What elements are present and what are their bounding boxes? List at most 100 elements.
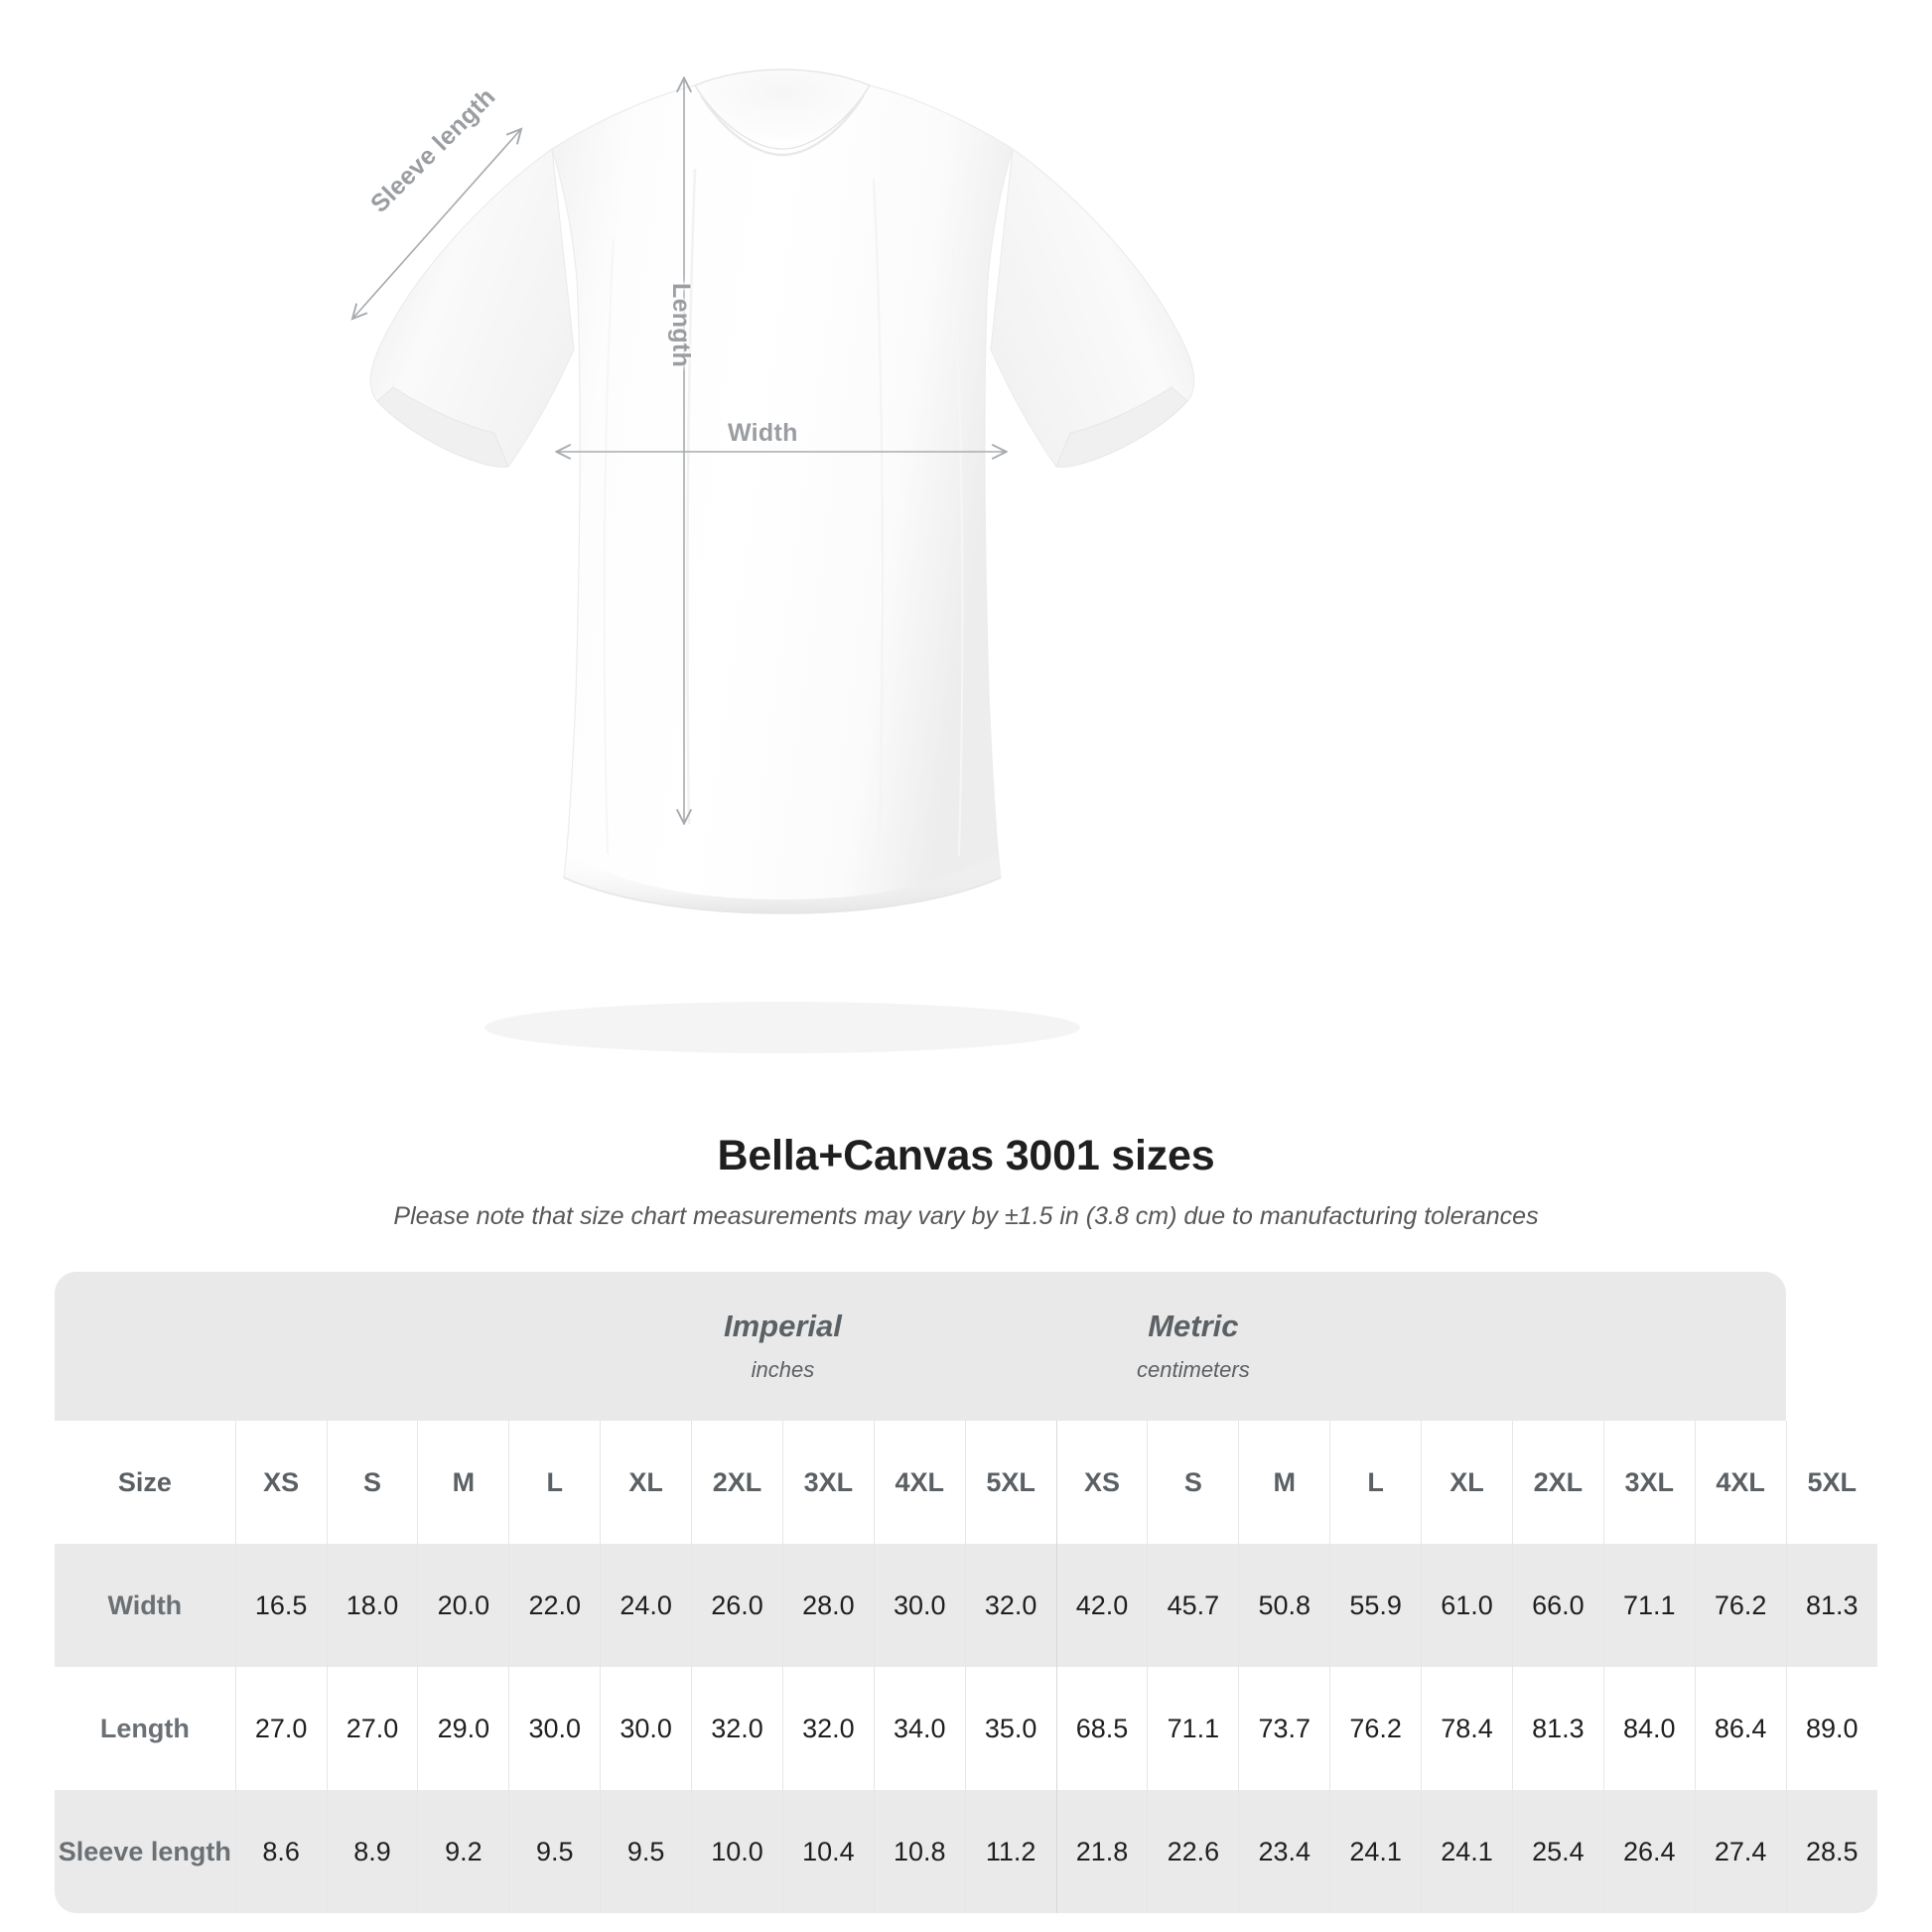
size-header-imperial-xs: XS: [234, 1421, 328, 1544]
cell: 89.0: [1785, 1667, 1877, 1790]
cell-value: 30.0: [620, 1713, 672, 1743]
tshirt-illustration: [369, 69, 1195, 1053]
cell: 81.3: [1511, 1667, 1604, 1790]
cell: 30.0: [873, 1544, 966, 1667]
unit-group-metric-unit: centimeters: [1137, 1357, 1250, 1383]
cell-value: 61.0: [1441, 1589, 1493, 1620]
cell-value: 29.0: [437, 1713, 490, 1743]
cell: 8.6: [234, 1790, 328, 1913]
cell: 8.9: [326, 1790, 418, 1913]
size-label: 3XL: [1624, 1466, 1675, 1497]
cell-value: 24.1: [1349, 1836, 1402, 1866]
cell: 32.0: [781, 1667, 875, 1790]
length-label: Length: [667, 283, 695, 368]
cell-value: 27.0: [254, 1713, 308, 1743]
cell-value: 35.0: [984, 1713, 1037, 1743]
size-header-metric-xs: XS: [1055, 1421, 1148, 1544]
table-row-sleeve-length: Sleeve length 8.6 8.9 9.2 9.5 9.5 10.0 1…: [55, 1790, 1877, 1913]
cell-value: 42.0: [1075, 1589, 1129, 1620]
cell: 22.6: [1147, 1790, 1239, 1913]
size-label: M: [1273, 1466, 1296, 1497]
cell-value: 71.1: [1167, 1713, 1220, 1743]
size-label: S: [1183, 1466, 1202, 1497]
row-label: Sleeve length: [58, 1836, 231, 1866]
cell-value: 45.7: [1167, 1589, 1220, 1620]
table-row-width: Width 16.5 18.0 20.0 22.0 24.0 26.0 28.0…: [55, 1544, 1877, 1667]
cell: 32.0: [691, 1667, 783, 1790]
cell-value: 16.5: [254, 1589, 308, 1620]
size-header-metric-4xl: 4XL: [1694, 1421, 1787, 1544]
size-label: 5XL: [986, 1466, 1035, 1497]
cell-value: 32.0: [711, 1713, 763, 1743]
size-header-imperial-3xl: 3XL: [781, 1421, 875, 1544]
size-label: L: [546, 1466, 563, 1497]
cell: 30.0: [600, 1667, 692, 1790]
unit-system-row: Imperial inches Metric centimeters: [55, 1272, 1877, 1421]
cell: 22.0: [508, 1544, 601, 1667]
cell: 25.4: [1511, 1790, 1604, 1913]
unit-band-spacer-right: [1421, 1272, 1787, 1421]
cell-value: 71.1: [1623, 1589, 1676, 1620]
cell: 50.8: [1238, 1544, 1330, 1667]
cell-value: 81.3: [1532, 1713, 1585, 1743]
table-row-length: Length 27.0 27.0 29.0 30.0 30.0 32.0 32.…: [55, 1667, 1877, 1790]
cell-value: 27.0: [345, 1713, 399, 1743]
row-label-cell: Width: [55, 1544, 236, 1667]
cell: 61.0: [1421, 1544, 1513, 1667]
cell: 55.9: [1329, 1544, 1422, 1667]
cell-value: 34.0: [893, 1713, 946, 1743]
cell-value: 68.5: [1075, 1713, 1129, 1743]
cell: 24.1: [1329, 1790, 1422, 1913]
cell: 21.8: [1055, 1790, 1148, 1913]
cell: 18.0: [326, 1544, 418, 1667]
page-title: Bella+Canvas 3001 sizes: [717, 1132, 1215, 1179]
size-label: 2XL: [1533, 1466, 1584, 1497]
cell: 9.2: [417, 1790, 509, 1913]
size-header-imperial-2xl: 2XL: [691, 1421, 783, 1544]
row-label-cell: Length: [55, 1667, 236, 1790]
cell: 30.0: [508, 1667, 601, 1790]
cell-value: 9.5: [535, 1836, 574, 1866]
cell: 68.5: [1055, 1667, 1148, 1790]
cell-value: 21.8: [1075, 1836, 1129, 1866]
cell-value: 27.4: [1714, 1836, 1767, 1866]
cell-value: 76.2: [1349, 1713, 1402, 1743]
cell: 11.2: [964, 1790, 1057, 1913]
size-header-imperial-4xl: 4XL: [873, 1421, 966, 1544]
cell: 71.1: [1147, 1667, 1239, 1790]
cell-value: 76.2: [1714, 1589, 1767, 1620]
size-label: S: [362, 1466, 381, 1497]
cell-value: 30.0: [528, 1713, 581, 1743]
cell-value: 30.0: [893, 1589, 946, 1620]
cell: 32.0: [964, 1544, 1057, 1667]
cell: 28.0: [781, 1544, 875, 1667]
cell-value: 25.4: [1532, 1836, 1585, 1866]
size-label: 3XL: [803, 1466, 854, 1497]
cell: 35.0: [964, 1667, 1057, 1790]
table-row-size-header: Size XS S M L XL 2XL 3XL 4XL 5XL XS S M …: [55, 1421, 1877, 1544]
size-header-imperial-5xl: 5XL: [964, 1421, 1057, 1544]
cell: 24.1: [1421, 1790, 1513, 1913]
cell-value: 50.8: [1258, 1589, 1311, 1620]
cell-value: 28.5: [1806, 1836, 1859, 1866]
cell-value: 20.0: [437, 1589, 490, 1620]
cell-value: 24.0: [620, 1589, 672, 1620]
size-header-metric-s: S: [1147, 1421, 1239, 1544]
cell: 10.4: [781, 1790, 875, 1913]
size-header-metric-xl: XL: [1421, 1421, 1513, 1544]
cell-value: 28.0: [802, 1589, 855, 1620]
cell: 23.4: [1238, 1790, 1330, 1913]
cell-value: 86.4: [1714, 1713, 1767, 1743]
cell-value: 26.0: [711, 1589, 763, 1620]
cell-value: 73.7: [1258, 1713, 1311, 1743]
size-header-metric-5xl: 5XL: [1785, 1421, 1877, 1544]
row-label: Length: [99, 1713, 190, 1743]
cell-value: 11.2: [985, 1836, 1036, 1866]
size-header-imperial-m: M: [417, 1421, 509, 1544]
size-chart-table-wrapper: Imperial inches Metric centimeters Size …: [55, 1272, 1877, 1913]
cell-value: 23.4: [1258, 1836, 1311, 1866]
size-label: XL: [628, 1466, 663, 1497]
cell: 86.4: [1694, 1667, 1787, 1790]
size-label: XL: [1449, 1466, 1484, 1497]
cell-value: 89.0: [1806, 1713, 1859, 1743]
